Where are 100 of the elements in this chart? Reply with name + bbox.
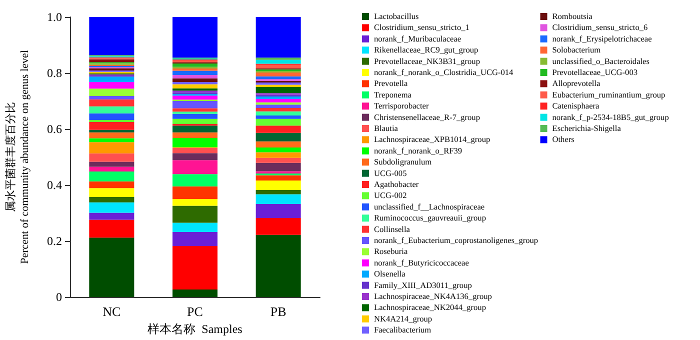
legend-label: Prevotella (374, 79, 408, 88)
x-axis-title: 样本名称 Samples (148, 322, 243, 336)
legend-label: UCG-002 (374, 191, 407, 200)
bar (172, 160, 218, 174)
legend-label: norank_f_Eubacterium_coprostanoligenes_group (374, 236, 538, 245)
bar (172, 153, 218, 160)
x-tick-label: PC (187, 304, 203, 319)
legend-label: Eubacterium_ruminantium_group (552, 90, 666, 100)
legend-label: Ruminococcus_gauvreauii_group (374, 214, 486, 223)
bar (172, 206, 218, 223)
bar (256, 132, 301, 142)
y-axis-title: 属水平菌群丰度百分比 Percent of community abundance on genus level (4, 50, 31, 264)
y-tick-label: 0.8 (47, 66, 62, 80)
legend-label: Subdoligranulum (374, 158, 432, 167)
legend-label: unclassified_o_Bacteroidales (552, 56, 650, 66)
legend-label: Terrisporobacter (374, 102, 429, 111)
legend-label: norank_f_norank_o_RF39 (374, 146, 462, 156)
y-tick-label: 1.0 (47, 10, 62, 24)
bar (172, 118, 218, 124)
bar (172, 70, 218, 75)
bar (89, 202, 134, 213)
bar (89, 17, 134, 56)
legend-label: Christensenellaceae_R-7_group (374, 112, 480, 122)
bar (89, 181, 134, 188)
bar (256, 141, 301, 148)
bar (256, 152, 301, 158)
bar (89, 172, 134, 182)
bar (89, 88, 134, 96)
bar (172, 63, 218, 67)
bar (256, 17, 301, 58)
legend-label: unclassified_f__Lachnospiraceae (374, 202, 485, 212)
legend-label: Faecalibacterium (374, 326, 432, 335)
legend-label: Agathobacter (374, 180, 419, 189)
bar (172, 74, 218, 78)
bar (256, 158, 301, 163)
legend-label: Alloprevotella (552, 79, 600, 88)
y-tick-label: 0 (56, 290, 62, 304)
y-tick-label: 0.6 (47, 122, 62, 136)
bar (256, 108, 301, 112)
legend-label: UCG-005 (374, 168, 407, 178)
legend-label: Others (552, 135, 574, 144)
bar (89, 130, 134, 132)
legend-label: Solobacterium (552, 46, 602, 55)
legend-label: Family_XIII_AD3011_group (374, 280, 472, 290)
legend-label: Lachnospiraceae_XPB1014_group (374, 135, 490, 144)
bar (256, 111, 301, 116)
legend-label: Blautia (374, 124, 398, 133)
bar (89, 197, 134, 202)
bar (256, 118, 301, 126)
legend-label: Lachnospiraceae_NK4A136_group (374, 292, 492, 301)
legend-label: Rikenellaceae_RC9_gut_group (374, 46, 478, 55)
bar (172, 199, 218, 206)
bar (256, 60, 301, 64)
bar (172, 148, 218, 154)
bar (172, 114, 218, 119)
bar (89, 76, 134, 82)
y-tick-label: 0.4 (47, 178, 62, 192)
bar (256, 126, 301, 133)
legend-label: norank_f_Butyricicoccaceae (374, 258, 470, 268)
bar (256, 87, 301, 94)
legend-label: Roseburia (374, 247, 408, 256)
bar (172, 101, 218, 108)
legend-label: Catenisphaera (552, 102, 600, 111)
bar (256, 72, 301, 76)
legend-label: Clostridium_sensu_stricto_1 (374, 23, 470, 32)
bar (172, 174, 218, 186)
bar (256, 194, 301, 204)
legend-label: norank_f_Muribaculaceae (374, 34, 462, 44)
bar (172, 96, 218, 100)
bar (89, 238, 134, 297)
bar (89, 188, 134, 198)
bar (172, 289, 218, 297)
bar (89, 212, 134, 220)
bar (256, 99, 301, 102)
bar (172, 84, 218, 88)
y-tick-label: 0.2 (47, 234, 62, 248)
legend-label: Prevotellaceae_NK3B31_group (374, 56, 480, 66)
bar (172, 246, 218, 290)
bar (89, 132, 134, 138)
bar (89, 96, 134, 100)
bar (256, 147, 301, 152)
bar (256, 96, 301, 100)
bar (89, 220, 134, 238)
bar (89, 166, 134, 172)
legend-label: norank_f_p-2534-18B5_gut_group (552, 112, 669, 122)
legend-label: Romboutsia (552, 12, 593, 21)
legend-label: Prevotellaceae_UCG-003 (552, 68, 638, 77)
legend-label: Lactobacillus (374, 12, 419, 21)
bar (256, 162, 301, 172)
bar (172, 17, 218, 58)
legend-label: Clostridium_sensu_stricto_6 (552, 23, 648, 32)
bar (89, 122, 134, 130)
bar (172, 78, 218, 82)
legend-label: norank_f_norank_o_Clostridia_UCG-014 (374, 68, 514, 77)
bar (256, 180, 301, 190)
bar (256, 175, 301, 181)
bar (89, 99, 134, 106)
bar (256, 116, 301, 119)
bar (256, 204, 301, 218)
bar (89, 106, 134, 114)
